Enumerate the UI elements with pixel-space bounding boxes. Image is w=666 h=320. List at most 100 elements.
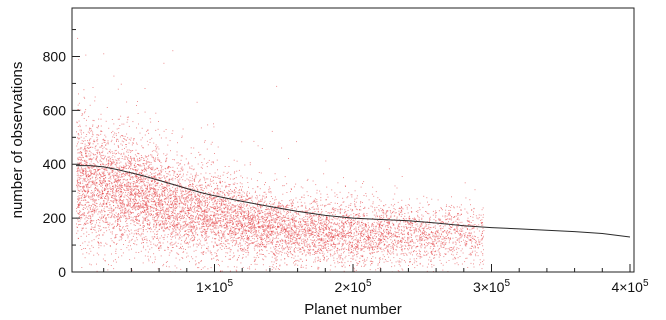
scatter-point <box>324 224 326 225</box>
scatter-point <box>120 153 122 155</box>
scatter-point <box>78 134 80 136</box>
scatter-point <box>173 227 175 229</box>
scatter-point <box>154 192 156 194</box>
scatter-point <box>106 198 108 200</box>
scatter-point <box>136 222 138 224</box>
scatter-point <box>134 186 136 188</box>
scatter-point <box>308 227 310 229</box>
scatter-point <box>251 195 253 197</box>
scatter-point <box>100 174 102 176</box>
scatter-point <box>318 227 320 228</box>
scatter-point <box>334 236 336 238</box>
scatter-point <box>299 251 301 253</box>
scatter-point <box>150 173 152 175</box>
scatter-point <box>460 213 462 215</box>
scatter-point <box>407 242 409 244</box>
scatter-point <box>169 243 171 245</box>
scatter-point <box>123 178 125 180</box>
scatter-point <box>189 218 191 220</box>
scatter-point <box>167 214 169 216</box>
scatter-point <box>252 219 254 221</box>
scatter-point <box>247 209 249 211</box>
scatter-point <box>120 204 122 206</box>
scatter-point <box>178 176 179 177</box>
scatter-point <box>99 190 101 192</box>
scatter-point <box>249 197 251 199</box>
scatter-point <box>482 245 484 247</box>
scatter-point <box>191 215 193 217</box>
scatter-point <box>398 241 400 243</box>
scatter-point <box>101 131 103 132</box>
scatter-point <box>135 206 137 208</box>
scatter-point <box>224 238 226 240</box>
scatter-point <box>225 223 227 225</box>
scatter-point <box>254 192 256 193</box>
scatter-point <box>276 253 278 255</box>
scatter-point <box>179 237 181 239</box>
scatter-point <box>84 214 86 216</box>
scatter-point <box>209 195 211 197</box>
scatter-point <box>303 234 305 236</box>
scatter-point <box>427 243 429 244</box>
scatter-point <box>202 219 203 221</box>
scatter-point <box>451 249 452 251</box>
scatter-point <box>353 219 355 221</box>
scatter-point <box>448 212 450 214</box>
scatter-point <box>178 253 180 255</box>
scatter-point <box>282 227 284 229</box>
scatter-point <box>411 248 413 250</box>
scatter-point <box>151 198 152 200</box>
scatter-point <box>174 225 176 227</box>
scatter-point <box>208 222 210 224</box>
scatter-point <box>196 187 198 189</box>
scatter-point <box>136 219 138 221</box>
scatter-point <box>287 255 288 257</box>
scatter-point <box>226 205 228 207</box>
scatter-point <box>151 194 153 196</box>
scatter-point <box>169 222 171 224</box>
scatter-point <box>86 156 88 158</box>
scatter-point <box>134 158 135 160</box>
scatter-point <box>116 161 118 163</box>
scatter-point <box>85 190 87 192</box>
scatter-point <box>194 180 196 182</box>
scatter-point <box>110 238 112 240</box>
scatter-point <box>236 228 238 230</box>
scatter-point <box>105 185 106 187</box>
scatter-point <box>398 230 400 232</box>
scatter-point <box>315 246 317 248</box>
scatter-point <box>179 227 181 229</box>
scatter-point <box>476 243 478 245</box>
scatter-point <box>214 242 216 244</box>
scatter-point <box>385 212 387 214</box>
scatter-point <box>481 222 482 224</box>
scatter-point <box>140 189 142 191</box>
scatter-point <box>101 167 103 169</box>
scatter-point <box>330 254 332 256</box>
scatter-point <box>220 238 222 240</box>
scatter-point <box>445 222 447 224</box>
scatter-point <box>125 225 127 227</box>
scatter-point <box>120 249 122 250</box>
scatter-point <box>476 241 477 243</box>
scatter-point <box>79 170 81 172</box>
scatter-point <box>352 236 354 238</box>
scatter-point <box>310 221 312 223</box>
scatter-point <box>248 186 249 188</box>
scatter-point <box>234 229 236 231</box>
scatter-point <box>112 191 114 193</box>
scatter-point <box>190 229 192 231</box>
scatter-point <box>482 235 484 237</box>
scatter-point <box>131 187 133 189</box>
scatter-point <box>305 207 307 209</box>
scatter-point <box>253 213 255 215</box>
scatter-point <box>250 236 252 238</box>
scatter-point <box>312 180 314 182</box>
scatter-point <box>238 218 240 220</box>
scatter-point <box>118 179 120 181</box>
scatter-point <box>390 253 392 255</box>
scatter-point <box>85 109 87 111</box>
scatter-point <box>141 127 143 129</box>
scatter-point <box>452 258 454 260</box>
scatter-point <box>269 214 271 216</box>
